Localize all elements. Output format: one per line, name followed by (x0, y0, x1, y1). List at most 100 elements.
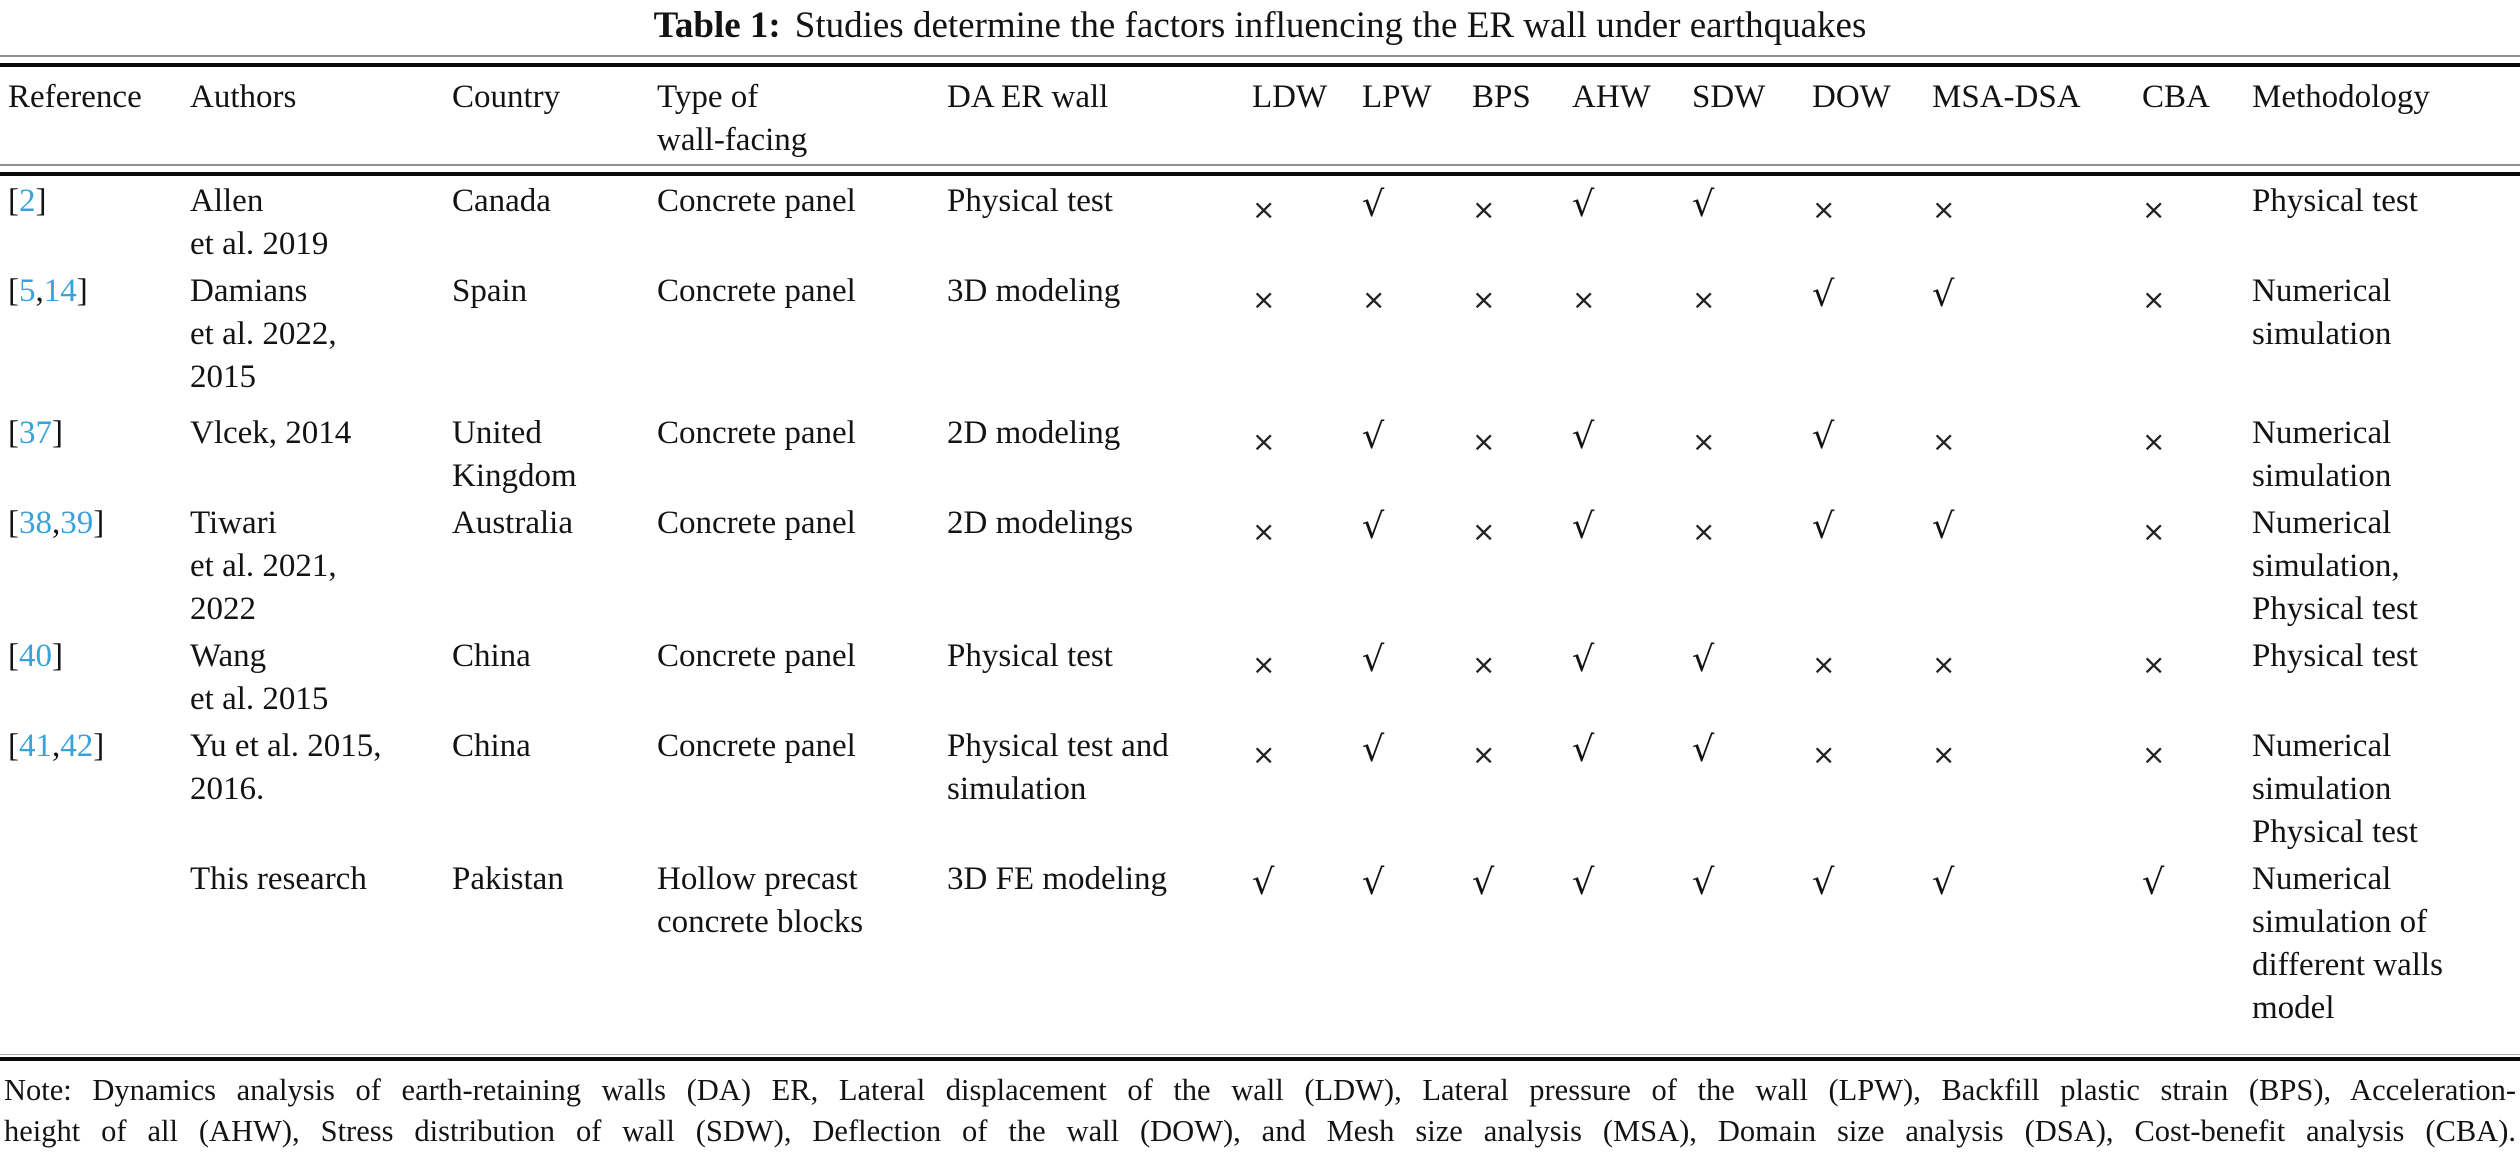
cell-wall-facing-type: Concrete panel (657, 415, 856, 451)
cell-authors: Wang et al. 2015 (190, 638, 329, 717)
table-title: Table 1: Studies determine the factors in… (0, 4, 2520, 47)
cell-mark-bps: × (1472, 738, 1496, 771)
cell-country: Pakistan (452, 861, 564, 897)
col-msa-dsa: MSA-DSA (1932, 79, 2081, 115)
cell-mark-dow: × (1812, 738, 1836, 771)
table-bottom-rule (0, 1054, 2520, 1061)
cell-mark-msa-dsa: × (1932, 738, 1956, 771)
col-country: Country (452, 79, 561, 115)
cell-mark-lpw: √ (1362, 863, 1385, 903)
col-reference: Reference (8, 79, 142, 115)
cell-mark-ldw: × (1252, 648, 1276, 681)
cell-mark-sdw: √ (1692, 185, 1715, 225)
cell-mark-sdw: × (1692, 283, 1716, 316)
cell-mark-sdw: √ (1692, 730, 1715, 770)
cell-mark-ahw: √ (1572, 185, 1595, 225)
cell-mark-ahw: × (1572, 283, 1596, 316)
col-da-er-wall: DA ER wall (947, 79, 1109, 115)
table-row: [38,39] Tiwari et al. 2021, 2022 Austral… (0, 498, 2520, 631)
cell-mark-ahw: √ (1572, 640, 1595, 680)
cell-mark-msa-dsa: × (1932, 648, 1956, 681)
col-lpw: LPW (1362, 79, 1432, 115)
table-header-rule (0, 164, 2520, 176)
cell-reference (0, 854, 182, 1079)
cell-wall-facing-type: Concrete panel (657, 183, 856, 219)
cell-methodology: Physical test (2252, 183, 2418, 219)
cell-mark-lpw: × (1362, 283, 1386, 316)
cell-authors: This research (190, 861, 367, 897)
cell-authors: Allen et al. 2019 (190, 183, 329, 262)
cell-mark-msa-dsa: √ (1932, 275, 1955, 315)
cell-reference[interactable]: [40] (8, 638, 63, 674)
header-row: Reference Authors Country Type of wall-f… (0, 70, 2520, 176)
cell-authors: Yu et al. 2015, 2016. (190, 728, 382, 807)
cell-country: China (452, 638, 531, 674)
table-row: [37] Vlcek, 2014 United Kingdom Concrete… (0, 408, 2520, 498)
cell-reference[interactable]: [2] (8, 183, 47, 219)
cell-methodology: Numerical simulation of different walls … (2252, 861, 2443, 1026)
col-type-of-wall-facing: Type of wall-facing (657, 79, 808, 158)
cell-da-er-wall: 2D modelings (947, 505, 1134, 541)
cell-mark-bps: × (1472, 515, 1496, 548)
cell-mark-lpw: √ (1362, 507, 1385, 547)
cell-country: Spain (452, 273, 528, 309)
cell-mark-ldw: × (1252, 515, 1276, 548)
cell-mark-ahw: √ (1572, 730, 1595, 770)
cell-mark-lpw: √ (1362, 640, 1385, 680)
cell-mark-bps: √ (1472, 863, 1495, 903)
cell-mark-msa-dsa: √ (1932, 863, 1955, 903)
table-row: [41,42] Yu et al. 2015, 2016. China Conc… (0, 721, 2520, 854)
cell-mark-dow: √ (1812, 507, 1835, 547)
cell-mark-sdw: √ (1692, 640, 1715, 680)
cell-wall-facing-type: Concrete panel (657, 273, 856, 309)
cell-mark-msa-dsa: √ (1932, 507, 1955, 547)
col-methodology: Methodology (2252, 79, 2430, 115)
cell-mark-ahw: √ (1572, 507, 1595, 547)
cell-mark-cba: × (2142, 738, 2166, 771)
col-ahw: AHW (1572, 79, 1651, 115)
cell-mark-cba: × (2142, 425, 2166, 458)
cell-mark-cba: √ (2142, 863, 2165, 903)
cell-mark-ldw: × (1252, 283, 1276, 316)
cell-country: China (452, 728, 531, 764)
cell-reference[interactable]: [5,14] (8, 273, 88, 309)
cell-da-er-wall: Physical test and simulation (947, 728, 1169, 807)
col-bps: BPS (1472, 79, 1531, 115)
cell-mark-msa-dsa: × (1932, 193, 1956, 226)
table-row: This research Pakistan Hollow precast co… (0, 854, 2520, 1079)
cell-mark-bps: × (1472, 648, 1496, 681)
cell-country: United Kingdom (452, 415, 577, 494)
cell-da-er-wall: 3D modeling (947, 273, 1121, 309)
cell-mark-bps: × (1472, 283, 1496, 316)
cell-authors: Vlcek, 2014 (190, 415, 352, 451)
cell-methodology: Numerical simulation Physical test (2252, 728, 2418, 850)
cell-methodology: Numerical simulation (2252, 415, 2392, 494)
studies-table: Reference Authors Country Type of wall-f… (0, 70, 2520, 1079)
cell-mark-bps: × (1472, 425, 1496, 458)
cell-mark-sdw: × (1692, 425, 1716, 458)
cell-mark-lpw: √ (1362, 417, 1385, 457)
col-authors: Authors (190, 79, 297, 115)
cell-mark-lpw: √ (1362, 730, 1385, 770)
cell-mark-lpw: √ (1362, 185, 1385, 225)
table-note: Note: Dynamics analysis of earth-retaini… (4, 1073, 2516, 1148)
cell-mark-sdw: × (1692, 515, 1716, 548)
cell-mark-ldw: × (1252, 425, 1276, 458)
cell-da-er-wall: Physical test (947, 638, 1113, 674)
cell-reference[interactable]: [37] (8, 415, 63, 451)
cell-da-er-wall: 3D FE modeling (947, 861, 1167, 897)
col-dow: DOW (1812, 79, 1891, 115)
cell-wall-facing-type: Concrete panel (657, 638, 856, 674)
cell-mark-ldw: × (1252, 738, 1276, 771)
cell-mark-dow: × (1812, 648, 1836, 681)
table-row: [2] Allen et al. 2019 Canada Concrete pa… (0, 176, 2520, 266)
cell-mark-cba: × (2142, 193, 2166, 226)
table-row: [5,14] Damians et al. 2022, 2015 Spain C… (0, 266, 2520, 408)
cell-methodology: Physical test (2252, 638, 2418, 674)
cell-reference[interactable]: [41,42] (8, 728, 105, 764)
cell-methodology: Numerical simulation (2252, 273, 2392, 352)
cell-mark-cba: × (2142, 283, 2166, 316)
cell-wall-facing-type: Concrete panel (657, 505, 856, 541)
cell-reference[interactable]: [38,39] (8, 505, 105, 541)
